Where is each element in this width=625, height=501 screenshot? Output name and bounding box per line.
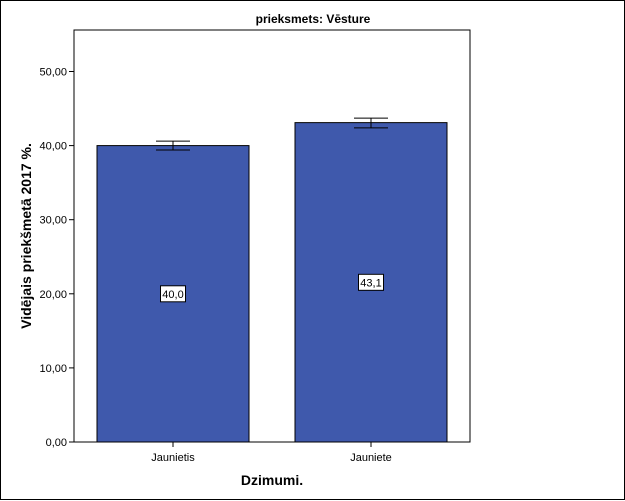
data-label: 43,1 xyxy=(360,277,381,289)
y-tick-label: 50,00 xyxy=(39,66,67,78)
y-tick-label: 30,00 xyxy=(39,215,67,227)
data-label: 40,0 xyxy=(162,289,183,301)
data-label-box xyxy=(358,273,384,291)
x-tick-label: Jaunietis xyxy=(151,452,195,464)
y-tick-label: 20,00 xyxy=(39,289,67,301)
y-tick-label: 0,00 xyxy=(46,437,67,449)
x-axis-title: Dzimumi. xyxy=(241,472,303,488)
y-axis-title: Vidējais priekšmetā 2017 %. xyxy=(18,143,34,329)
chart-title: prieksmets: Vēsture xyxy=(256,12,371,26)
data-label-box xyxy=(160,285,186,303)
y-tick-label: 10,00 xyxy=(39,363,67,375)
x-tick-label: Jauniete xyxy=(350,452,392,464)
y-tick-label: 40,00 xyxy=(39,141,67,153)
